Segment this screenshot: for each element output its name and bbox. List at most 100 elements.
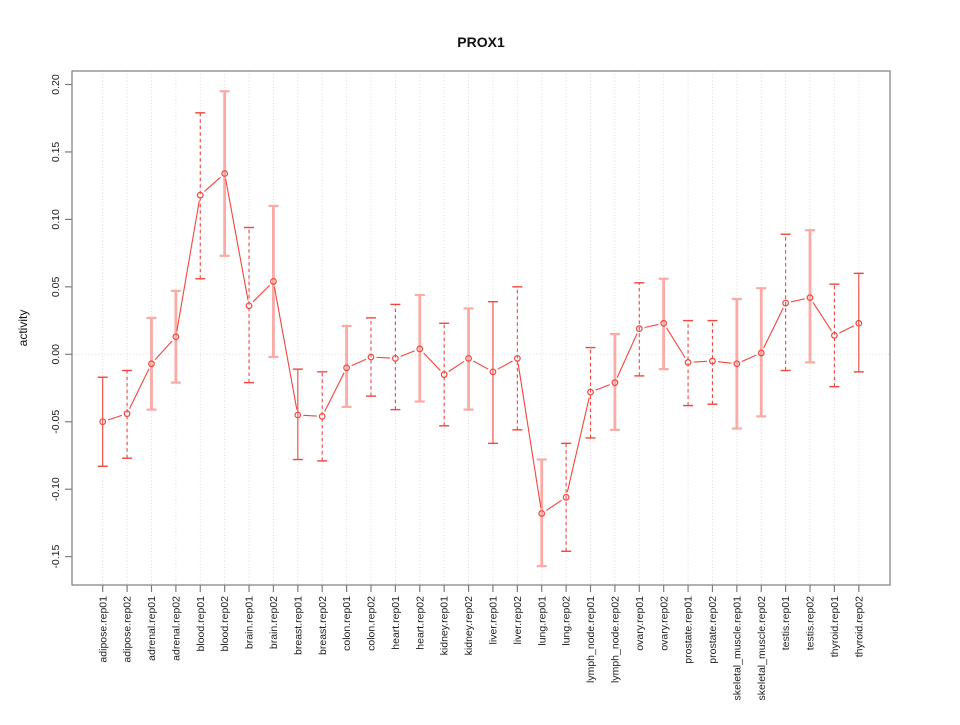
data-point: [733, 360, 741, 368]
data-point: [99, 418, 107, 426]
x-tick-label: heart.rep02: [414, 596, 426, 650]
series-segment: [225, 178, 249, 301]
series-segment: [400, 350, 415, 357]
series-segment: [303, 414, 317, 417]
series-segment: [351, 358, 367, 367]
series-segment: [741, 354, 757, 363]
x-tick-label: brain.rep01: [244, 596, 256, 649]
series-segment: [107, 414, 123, 421]
data-point: [172, 333, 180, 341]
x-tick-label: prostate.rep01: [683, 596, 695, 664]
y-tick-label: 0.00: [50, 344, 62, 365]
series-segment: [448, 360, 465, 372]
x-tick-label: adrenal.rep02: [170, 596, 182, 661]
series-segment: [517, 363, 542, 509]
series-segment: [644, 323, 659, 329]
series-segment: [204, 176, 221, 192]
series-segment: [129, 368, 150, 409]
series-segment: [273, 286, 298, 410]
data-point: [148, 360, 155, 368]
x-tick-label: breast.rep01: [292, 596, 304, 655]
data-point: [294, 411, 302, 419]
x-tick-label: heart.rep01: [390, 596, 402, 650]
data-point: [513, 354, 521, 362]
x-tick-label: brain.rep02: [268, 596, 280, 649]
series-segment: [497, 360, 513, 370]
x-tick-label: thyroid.rep01: [829, 596, 841, 657]
data-point: [416, 345, 424, 353]
data-point: [587, 388, 594, 396]
data-point: [855, 319, 863, 327]
x-tick-label: kidney.rep02: [463, 596, 475, 656]
series-segment: [666, 327, 686, 359]
series-segment: [423, 352, 441, 371]
series-segment: [473, 360, 489, 370]
data-point: [318, 412, 326, 420]
x-tick-label: ovary.rep01: [634, 596, 646, 651]
x-tick-label: testis.rep02: [805, 596, 817, 650]
chart-title: PROX1: [457, 34, 505, 50]
data-point: [684, 359, 692, 366]
x-tick-label: ovary.rep02: [658, 596, 670, 651]
y-tick-label: 0.20: [50, 74, 62, 95]
data-point: [831, 332, 838, 339]
data-point: [221, 170, 229, 177]
x-tick-label: blood.rep01: [195, 596, 207, 652]
series-segment: [693, 360, 707, 363]
data-point: [196, 191, 204, 199]
x-tick-label: adipose.rep01: [97, 596, 109, 663]
x-tick-label: lung.rep01: [536, 596, 548, 646]
series-segment: [616, 333, 638, 378]
data-point: [709, 357, 716, 365]
data-point: [465, 354, 472, 362]
data-point: [391, 354, 399, 362]
series-segment: [595, 384, 610, 391]
y-tick-label: -0.15: [50, 545, 62, 569]
series-segment: [790, 298, 805, 303]
y-tick-label: 0.05: [50, 276, 62, 297]
data-point: [611, 379, 619, 387]
data-point: [538, 510, 546, 517]
series-segment: [717, 361, 732, 364]
data-point: [489, 368, 497, 376]
plot-box: [71, 70, 891, 586]
y-tick-label: -0.10: [50, 477, 62, 501]
series-segment: [154, 340, 173, 361]
series-segment: [812, 301, 832, 332]
data-point: [660, 319, 668, 327]
x-tick-label: adrenal.rep01: [146, 596, 158, 661]
plot-area: -0.15 -0.10 -0.05 0.00 0.05 0.10 0.15 0.20 adipo…: [50, 70, 891, 701]
data-point: [343, 364, 351, 372]
series-segment: [839, 325, 855, 334]
x-tick-label: testis.rep01: [780, 596, 792, 650]
x-tick-label: breast.rep02: [317, 596, 329, 655]
x-tick-label: lung.rep02: [561, 596, 573, 646]
x-tick-label: colon.rep02: [366, 596, 378, 651]
data-point: [440, 371, 448, 378]
x-tick-label: skeletal_muscle.rep01: [731, 596, 743, 701]
series-segment: [252, 284, 270, 303]
x-tick-label: liver.rep01: [488, 596, 500, 645]
data-point: [245, 302, 253, 310]
data-point: [367, 353, 375, 361]
x-tick-label: adipose.rep02: [122, 596, 134, 663]
x-tick-label: kidney.rep01: [439, 596, 451, 656]
series-segment: [324, 372, 345, 412]
x-tick-label: prostate.rep02: [707, 596, 719, 664]
x-tick-label: lymph_node.rep02: [609, 596, 621, 683]
series-segment: [763, 307, 784, 349]
x-tick-label: thyroid.rep02: [853, 596, 865, 657]
series-segment: [546, 499, 562, 511]
x-tick-label: colon.rep01: [341, 596, 353, 651]
data-point: [562, 493, 570, 501]
y-tick-label: -0.05: [50, 410, 62, 434]
x-tick-label: blood.rep02: [219, 596, 231, 652]
x-tick-label: lymph_node.rep01: [585, 596, 597, 683]
series-segment: [376, 356, 390, 359]
data-point: [782, 299, 790, 307]
x-tick-label: skeletal_muscle.rep02: [756, 596, 768, 701]
y-tick-label: 0.10: [50, 209, 62, 230]
data-point: [635, 325, 643, 333]
